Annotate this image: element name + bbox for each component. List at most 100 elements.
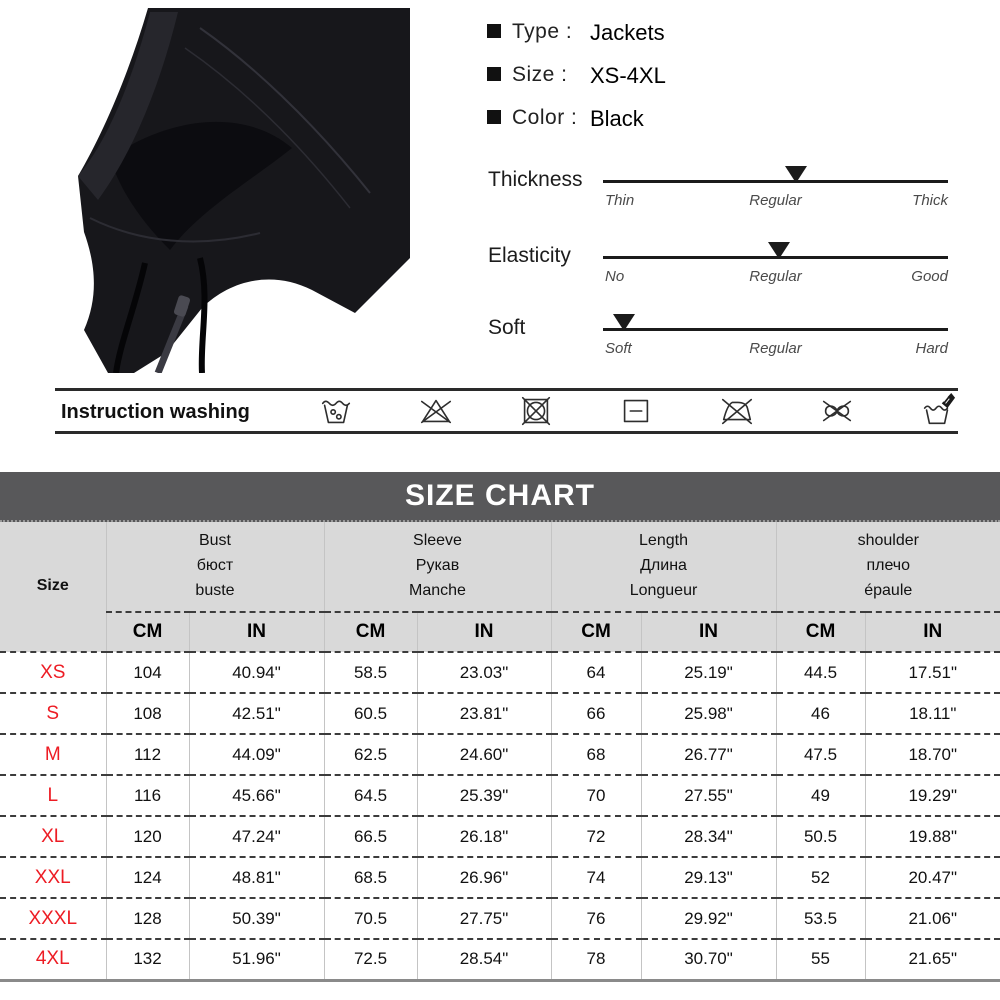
cell: 27.75" — [417, 897, 552, 939]
scale-label-right: Thick — [912, 192, 948, 209]
size-label: XL — [0, 815, 107, 857]
scale-label-right: Good — [911, 268, 948, 285]
group-en: Sleeve — [413, 532, 462, 550]
attribute-label: Color : — [512, 106, 578, 129]
group-header-sleeve: Sleeve Рукав Manche — [324, 522, 552, 612]
cell: 66 — [551, 692, 642, 734]
do-not-wring-icon — [822, 400, 851, 422]
cell: 46 — [776, 692, 866, 734]
cell: 47.24" — [189, 815, 325, 857]
cell: 25.19" — [641, 651, 777, 693]
slider-track — [603, 166, 948, 183]
group-en: Bust — [198, 532, 231, 550]
cell: 64 — [551, 651, 642, 693]
cell: 24.60" — [417, 733, 552, 775]
size-label: XXL — [0, 856, 107, 898]
cell: 128 — [106, 897, 190, 939]
dry-flat-icon — [624, 399, 649, 423]
cell: 19.88" — [865, 815, 1000, 857]
cell: 18.70" — [865, 733, 1000, 775]
cell: 68 — [551, 733, 642, 775]
cell: 74 — [551, 856, 642, 898]
property-sliders: Thickness Thin Regular Thick Elasticity … — [488, 158, 958, 368]
cell: 21.06" — [865, 897, 1000, 939]
cell: 124 — [106, 856, 190, 898]
unit-in: IN — [641, 611, 777, 652]
table-row-xs: XS 104 40.94" 58.5 23.03" 64 25.19" 44.5… — [0, 651, 1000, 693]
cell: 49 — [776, 774, 866, 816]
group-en: Length — [639, 532, 688, 550]
cell: 17.51" — [865, 651, 1000, 693]
cell: 42.51" — [189, 692, 325, 734]
machine-wash-icon — [321, 400, 351, 424]
unit-cm: CM — [324, 611, 418, 652]
cell: 58.5 — [324, 651, 418, 693]
unit-in: IN — [189, 611, 325, 652]
cell: 108 — [106, 692, 190, 734]
attribute-label: Size : — [512, 63, 568, 86]
cell: 52 — [776, 856, 866, 898]
square-bullet-icon — [487, 24, 501, 38]
cell: 76 — [551, 897, 642, 939]
slider-name: Elasticity — [488, 244, 571, 267]
do-not-tumble-dry-icon — [522, 396, 551, 426]
cell: 25.98" — [641, 692, 777, 734]
attribute-value: Black — [590, 106, 644, 131]
cell: 45.66" — [189, 774, 325, 816]
attribute-value: XS-4XL — [590, 63, 666, 88]
attribute-label: Type : — [512, 20, 573, 43]
cell: 120 — [106, 815, 190, 857]
cell: 50.5 — [776, 815, 866, 857]
table-row-l: L 116 45.66" 64.5 25.39" 70 27.55" 49 19… — [0, 774, 1000, 816]
unit-cm: CM — [106, 611, 190, 652]
size-label: 4XL — [0, 938, 107, 982]
group-en: shoulder — [857, 532, 919, 550]
cell: 26.96" — [417, 856, 552, 898]
cell: 51.96" — [189, 938, 325, 982]
slider-track — [603, 242, 948, 259]
scale-label-right: Hard — [915, 340, 948, 357]
unit-in: IN — [865, 611, 1000, 652]
group-fr: buste — [195, 581, 235, 599]
group-ru: бюст — [196, 557, 234, 575]
cell: 132 — [106, 938, 190, 982]
cell: 25.39" — [417, 774, 552, 816]
cell: 18.11" — [865, 692, 1000, 734]
cell: 29.92" — [641, 897, 777, 939]
table-row-xxl: XXL 124 48.81" 68.5 26.96" 74 29.13" 52 … — [0, 856, 1000, 898]
thickness-slider: Thickness Thin Regular Thick — [488, 162, 958, 218]
slider-marker-icon — [612, 314, 635, 331]
cell: 20.47" — [865, 856, 1000, 898]
cell: 30.70" — [641, 938, 777, 982]
cell: 40.94" — [189, 651, 325, 693]
cell: 62.5 — [324, 733, 418, 775]
scale-label-mid: Regular — [749, 268, 802, 285]
cell: 19.29" — [865, 774, 1000, 816]
slider-name: Thickness — [488, 168, 583, 191]
slider-track — [603, 314, 948, 331]
unit-in: IN — [417, 611, 552, 652]
cell: 44.5 — [776, 651, 866, 693]
cell: 104 — [106, 651, 190, 693]
scale-label-left: Soft — [605, 340, 632, 357]
cell: 26.18" — [417, 815, 552, 857]
washing-label: Instruction washing — [61, 401, 250, 423]
cell: 28.54" — [417, 938, 552, 982]
cell: 64.5 — [324, 774, 418, 816]
cell: 27.55" — [641, 774, 777, 816]
cell: 116 — [106, 774, 190, 816]
table-row-xxxl: XXXL 128 50.39" 70.5 27.75" 76 29.92" 53… — [0, 897, 1000, 939]
cell: 72 — [551, 815, 642, 857]
cell: 72.5 — [324, 938, 418, 982]
hand-wash-icon — [923, 392, 955, 425]
scale-label-mid: Regular — [749, 192, 802, 209]
square-bullet-icon — [487, 67, 501, 81]
group-header-shoulder: shoulder плечо épaule — [776, 522, 1000, 612]
unit-cm: CM — [776, 611, 866, 652]
cell: 28.34" — [641, 815, 777, 857]
group-ru: Рукав — [415, 557, 460, 575]
cell: 70 — [551, 774, 642, 816]
cell: 53.5 — [776, 897, 866, 939]
table-row-m: M 112 44.09" 62.5 24.60" 68 26.77" 47.5 … — [0, 733, 1000, 775]
cell: 44.09" — [189, 733, 325, 775]
